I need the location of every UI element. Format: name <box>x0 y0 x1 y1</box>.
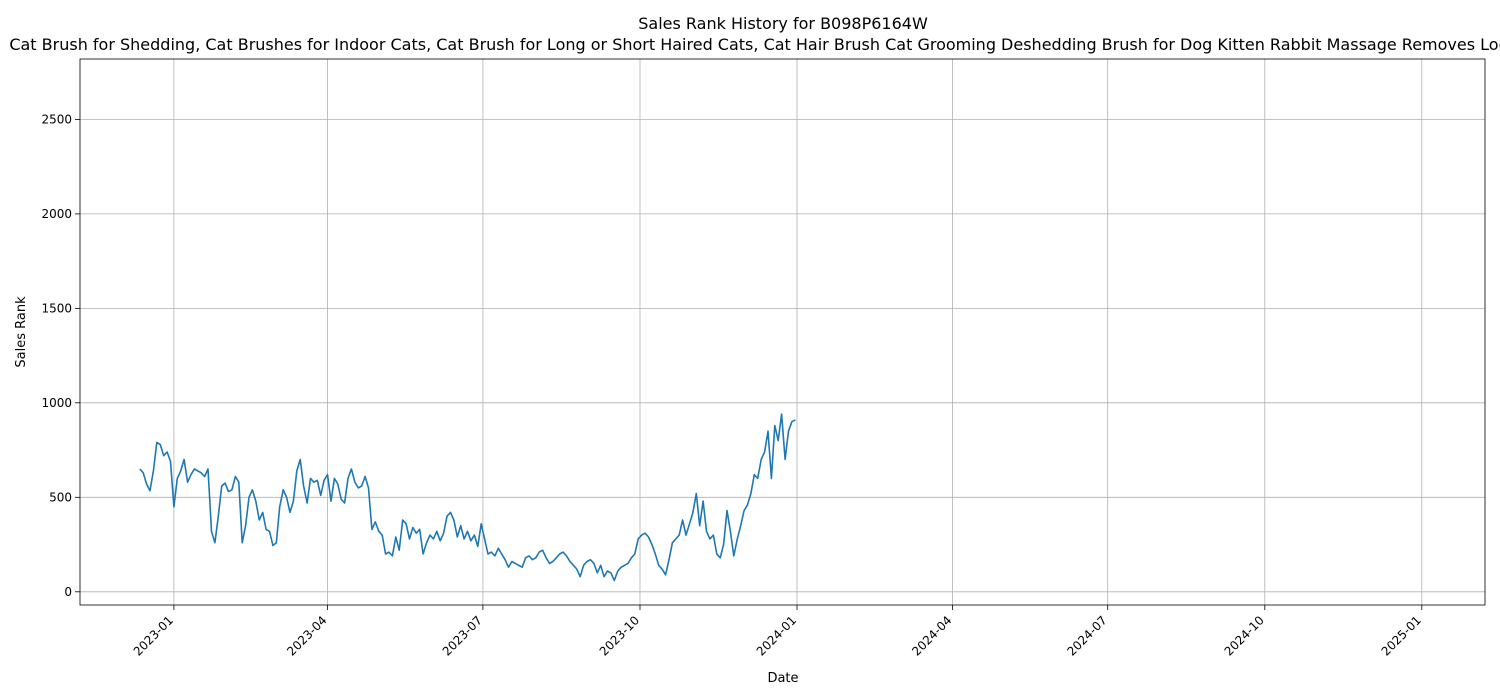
plot-frame <box>79 58 1486 606</box>
chart-subtitle: Cat Brush for Shedding, Cat Brushes for … <box>9 35 1500 54</box>
y-axis-label: Sales Rank <box>14 296 29 368</box>
y-axis-ticks: 0 500 1000 1500 2000 2500 <box>41 113 80 599</box>
sales-rank-series-line <box>139 413 796 582</box>
y-tick-label: 2500 <box>41 113 72 127</box>
y-tick-label: 1500 <box>41 301 72 315</box>
grid-lines <box>80 59 1485 605</box>
y-tick-label: 1000 <box>41 396 72 410</box>
chart-title: Sales Rank History for B098P6164W <box>638 14 928 33</box>
y-tick-label: 2000 <box>41 207 72 221</box>
series-group <box>139 413 796 582</box>
x-axis-label: Date <box>767 671 798 686</box>
y-tick-label: 0 <box>64 585 72 599</box>
y-tick-label: 500 <box>49 490 72 504</box>
